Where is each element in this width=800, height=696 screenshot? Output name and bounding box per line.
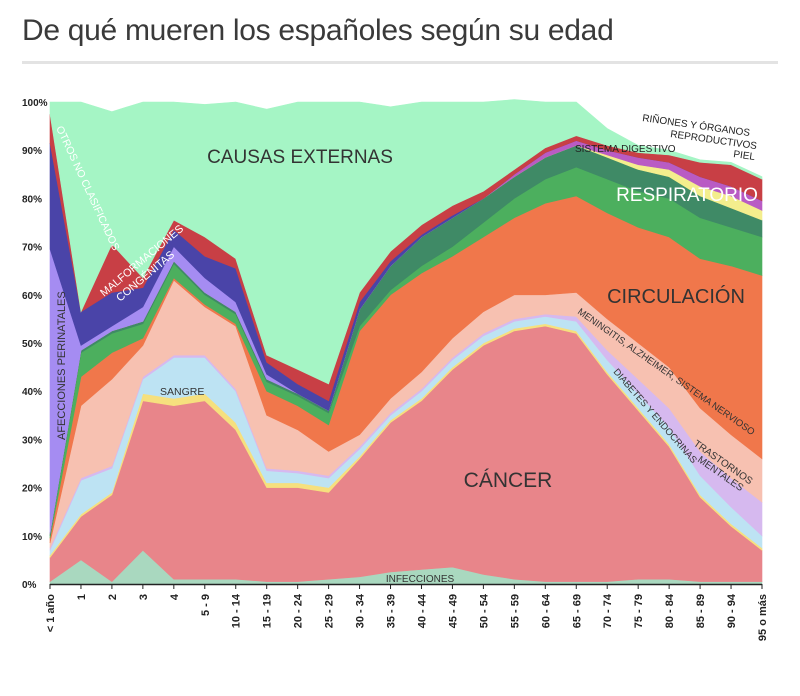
- x-tick-label: 2: [107, 594, 119, 600]
- series-label-sangre: SANGRE: [160, 386, 204, 398]
- x-tick-label: 65 - 69: [571, 594, 583, 628]
- x-tick-label: 30 - 34: [355, 593, 367, 628]
- y-tick-label: 100%: [22, 98, 48, 109]
- x-tick-label: 5 - 9: [200, 594, 212, 616]
- y-tick-label: 70%: [22, 243, 42, 254]
- series-label-afecciones-perinatales: AFECCIONES PERINATALES: [56, 291, 68, 440]
- y-tick-label: 0%: [22, 580, 37, 591]
- x-tick-label: 90 - 94: [726, 593, 738, 628]
- series-label-circulacion: CIRCULACIÓN: [607, 285, 745, 308]
- x-tick-label: 70 - 74: [602, 593, 614, 628]
- series-label-cancer: CÁNCER: [464, 469, 553, 492]
- area-layers: [49, 99, 763, 585]
- area-causas-externas: [49, 99, 763, 385]
- x-tick-label: 3: [138, 594, 150, 600]
- y-tick-label: 90%: [22, 146, 42, 157]
- x-tick-label: 55 - 59: [509, 594, 521, 628]
- x-axis: < 1 año 1 2 3 4 5 - 9 10 - 14 15 - 19 20 - 24 25 …: [45, 583, 769, 641]
- y-tick-label: 40%: [22, 387, 42, 398]
- x-tick-label: 15 - 19: [262, 594, 274, 628]
- series-label-respiratorio: RESPIRATORIO: [616, 185, 758, 206]
- x-tick-label: 60 - 64: [540, 593, 552, 628]
- y-tick-label: 20%: [22, 484, 42, 495]
- series-label-causas-externas: CAUSAS EXTERNAS: [207, 147, 393, 168]
- x-tick-label: 10 - 14: [231, 593, 243, 628]
- series-label-infecciones: INFECCIONES: [386, 574, 455, 585]
- x-tick-label: 50 - 54: [478, 593, 490, 628]
- series-label-piel: PIEL: [733, 149, 756, 163]
- y-tick-label: 60%: [22, 291, 42, 302]
- x-tick-label: 1: [76, 594, 88, 600]
- x-tick-label: 40 - 44: [416, 593, 428, 628]
- y-tick-label: 10%: [22, 532, 42, 543]
- series-label-sistema-digestivo: SISTEMA DIGESTIVO: [575, 144, 676, 155]
- x-tick-label: 4: [169, 593, 181, 600]
- x-tick-label: 25 - 29: [324, 594, 336, 628]
- y-tick-label: 50%: [22, 339, 42, 350]
- x-tick-label: 75 - 79: [633, 594, 645, 628]
- x-tick-label: < 1 año: [45, 594, 57, 632]
- chart-title: De qué mueren los españoles según su eda…: [22, 14, 614, 47]
- x-tick-label: 80 - 84: [664, 593, 676, 628]
- title-divider: [22, 61, 778, 64]
- x-tick-label: 35 - 39: [386, 594, 398, 628]
- x-tick-label: 20 - 24: [293, 593, 305, 628]
- y-tick-label: 30%: [22, 435, 42, 446]
- x-tick-label: 95 o más: [757, 594, 769, 641]
- x-tick-label: 45 - 49: [447, 594, 459, 628]
- y-tick-label: 80%: [22, 194, 42, 205]
- x-tick-label: 85 - 89: [695, 594, 707, 628]
- y-axis: 0% 10% 20% 30% 40% 50% 60% 70% 80% 90% 100%: [22, 98, 48, 591]
